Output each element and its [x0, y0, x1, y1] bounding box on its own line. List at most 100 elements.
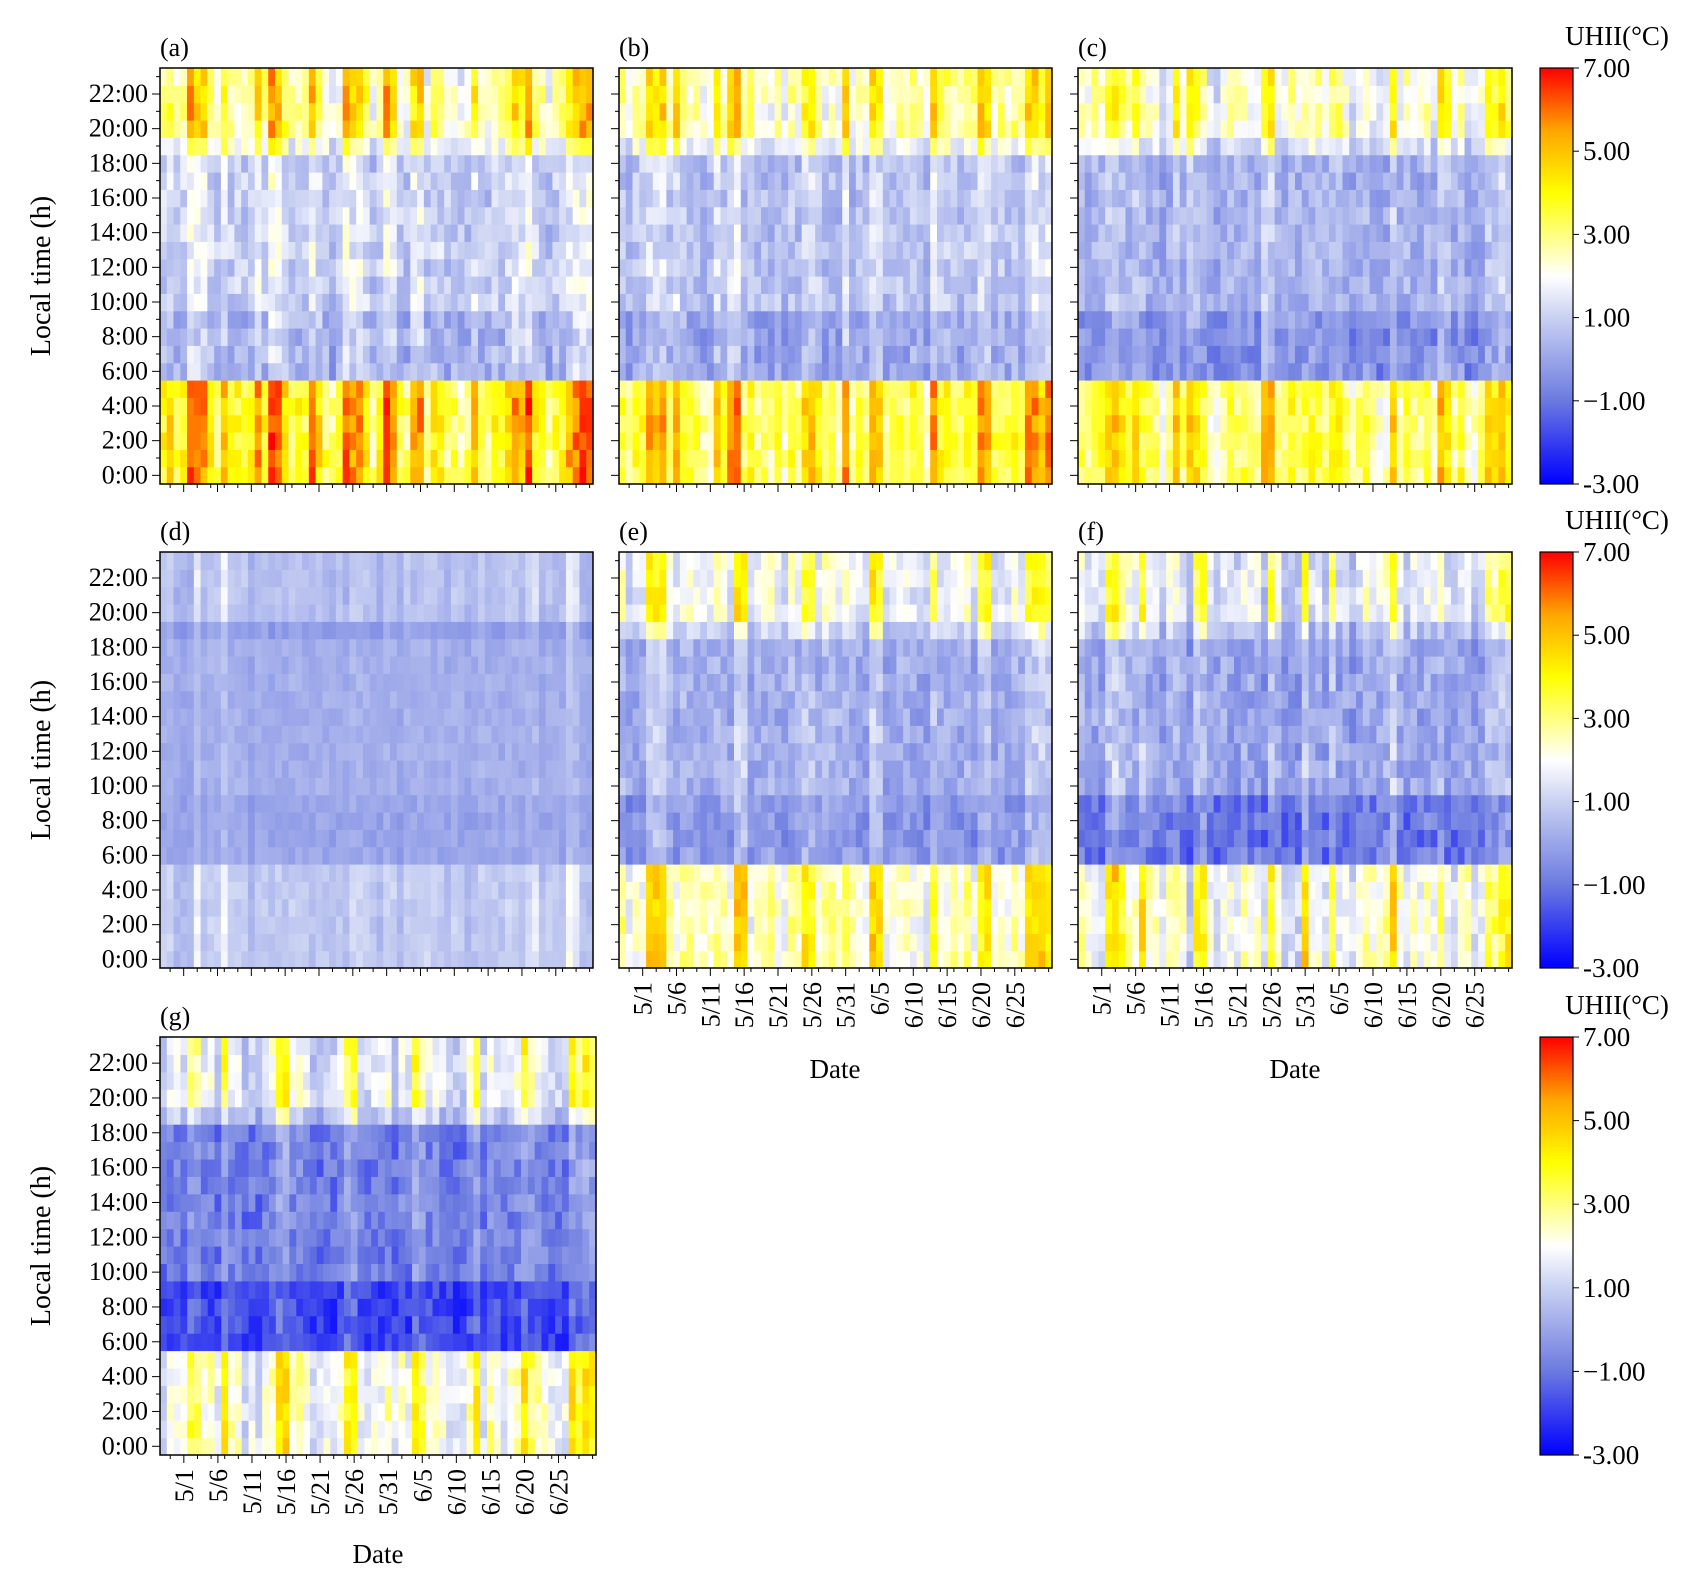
y-tick-label: 4:00 — [102, 391, 148, 420]
heat-cell — [417, 328, 425, 346]
heat-cell — [1410, 224, 1418, 242]
heat-cell — [214, 276, 222, 294]
heat-cell — [417, 414, 425, 433]
heat-cell — [632, 397, 640, 416]
heat-cell — [1322, 241, 1330, 260]
heat-cell — [1417, 310, 1425, 329]
heat-cell — [1349, 85, 1357, 104]
heat-cell — [160, 120, 168, 138]
heat-cell — [1308, 68, 1316, 86]
heat-cell — [882, 397, 891, 416]
heat-cell — [160, 206, 168, 225]
heat-cell — [376, 362, 384, 381]
heat-cell — [369, 414, 378, 433]
heat-cell — [950, 137, 958, 156]
heat-cell — [505, 258, 513, 277]
heat-cell — [1457, 276, 1466, 294]
heat-cell — [1457, 224, 1466, 242]
heat-cell — [1396, 310, 1405, 329]
heat-cell — [166, 310, 175, 329]
heat-cell — [376, 258, 384, 277]
heat-cell — [166, 293, 175, 312]
heat-cell — [767, 310, 776, 329]
heat-cell — [788, 224, 796, 242]
heat-cell — [315, 328, 323, 346]
heat-cell — [579, 258, 587, 277]
heat-cell — [1484, 380, 1493, 398]
heat-cell — [774, 293, 782, 312]
heat-cell — [1031, 85, 1040, 104]
heat-cell — [1383, 154, 1391, 173]
heat-cell — [1139, 241, 1147, 260]
heat-cell — [281, 328, 290, 346]
heat-cell — [970, 293, 979, 312]
heat-cell — [923, 276, 931, 294]
heat-cell — [1132, 362, 1140, 381]
heat-cell — [308, 414, 317, 433]
heat-cell — [295, 449, 303, 468]
heat-cell — [572, 68, 581, 86]
heat-cell — [1288, 345, 1296, 364]
heat-cell — [706, 85, 715, 104]
heat-cell — [821, 241, 830, 260]
heat-cell — [187, 102, 195, 121]
heat-cell — [1018, 380, 1026, 398]
heat-cell — [1308, 397, 1316, 416]
heat-cell — [936, 120, 945, 138]
heat-cell — [1145, 120, 1154, 138]
heat-cell — [261, 68, 269, 86]
heat-cell — [720, 466, 728, 485]
heat-cell — [1308, 362, 1316, 381]
heat-cell — [390, 362, 398, 381]
heat-cell — [214, 189, 222, 208]
heat-cell — [828, 293, 837, 312]
heat-cell — [909, 154, 918, 173]
heat-cell — [842, 466, 850, 485]
heat-cell — [586, 362, 594, 381]
heat-cell — [187, 224, 195, 242]
heat-cell — [565, 397, 574, 416]
heat-cell — [1430, 310, 1439, 329]
heat-cell — [1478, 172, 1486, 190]
heat-cell — [754, 362, 762, 381]
heat-cell — [835, 68, 843, 86]
heat-cell — [734, 258, 742, 277]
heat-cell — [1281, 293, 1289, 312]
heat-cell — [930, 154, 938, 173]
heat-cell — [625, 276, 634, 294]
heat-cell — [1328, 328, 1337, 346]
heat-cell — [579, 241, 587, 260]
heat-cell — [1118, 224, 1127, 242]
heat-cell — [652, 328, 661, 346]
heat-cell — [1105, 85, 1113, 104]
heat-cell — [713, 380, 722, 398]
heat-cell — [187, 846, 195, 865]
heat-cell — [342, 293, 351, 312]
heat-cell — [214, 293, 222, 312]
heat-cell — [166, 120, 175, 138]
heat-cell — [471, 120, 479, 138]
heat-cell — [1389, 241, 1398, 260]
heat-cell — [849, 102, 857, 121]
heat-cell — [625, 328, 634, 346]
heat-cell — [1295, 449, 1303, 468]
heat-cell — [930, 414, 938, 433]
heat-cell — [1084, 172, 1093, 190]
heat-cell — [788, 293, 796, 312]
heat-cell — [903, 68, 911, 86]
heat-cell — [896, 362, 904, 381]
heat-cell — [984, 449, 992, 468]
heat-cell — [1403, 449, 1411, 468]
heat-cell — [1024, 432, 1033, 450]
heat-cell — [957, 206, 965, 225]
heat-cell — [1240, 362, 1249, 381]
heat-cell — [957, 414, 965, 433]
heat-cell — [1200, 137, 1208, 156]
heat-cell — [254, 224, 263, 242]
heat-cell — [666, 241, 674, 260]
heat-cell — [1362, 120, 1371, 138]
heat-cell — [1505, 466, 1513, 485]
heat-cell — [808, 432, 816, 450]
heat-cell — [1125, 172, 1133, 190]
